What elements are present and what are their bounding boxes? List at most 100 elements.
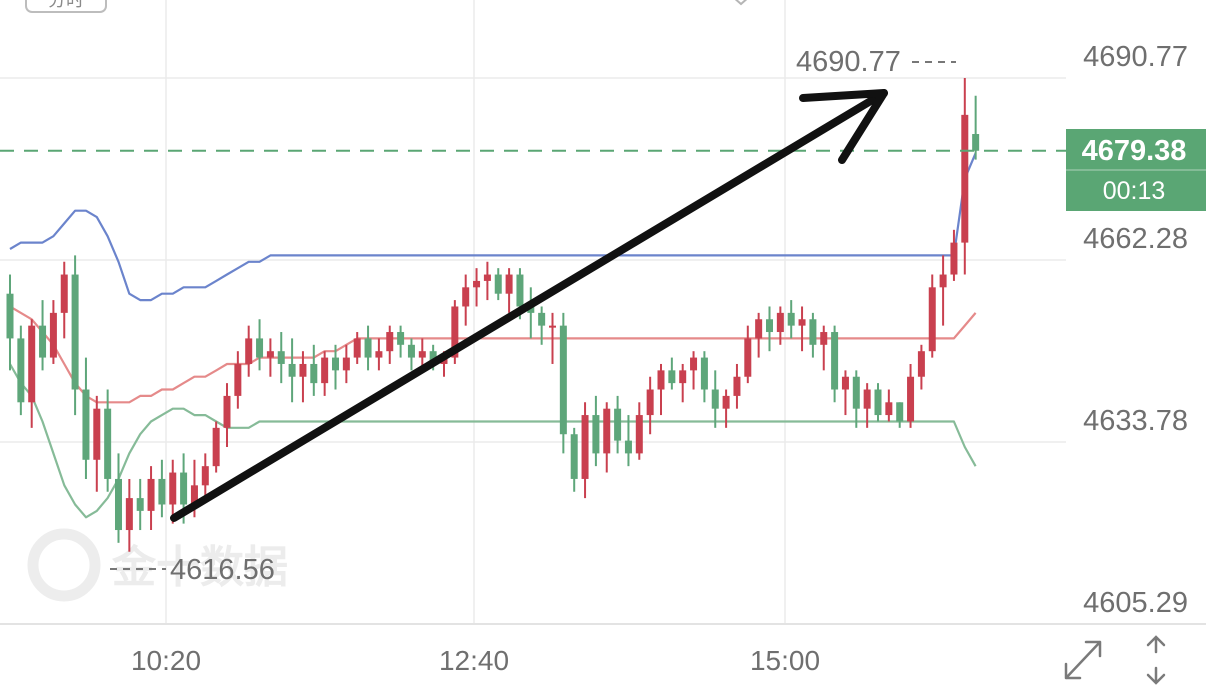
candle bbox=[690, 351, 698, 390]
candle bbox=[17, 325, 25, 416]
candle-body bbox=[570, 434, 578, 479]
candle-body bbox=[71, 274, 79, 390]
candle bbox=[907, 363, 915, 428]
candle-body bbox=[776, 312, 784, 333]
candle-body bbox=[190, 485, 198, 505]
candle-body bbox=[549, 325, 556, 328]
candle bbox=[527, 287, 535, 339]
candle bbox=[364, 325, 372, 371]
candle-body bbox=[624, 440, 632, 454]
candle bbox=[559, 312, 567, 454]
candle-body bbox=[115, 478, 122, 531]
candle-body bbox=[310, 363, 318, 384]
candle bbox=[136, 478, 144, 531]
candle bbox=[223, 383, 231, 448]
candle bbox=[972, 95, 980, 160]
candle bbox=[332, 344, 339, 390]
current-price-label: 4679.38 bbox=[1082, 135, 1187, 167]
candle-body bbox=[299, 363, 307, 377]
candle bbox=[505, 268, 513, 313]
candle-body bbox=[6, 293, 14, 339]
y-tick-label: 4690.77 bbox=[1083, 41, 1188, 73]
candle-body bbox=[581, 415, 589, 479]
candle bbox=[494, 268, 502, 301]
candle bbox=[744, 325, 752, 384]
low-label: 4616.56 bbox=[170, 554, 275, 586]
candle bbox=[755, 312, 763, 358]
candle bbox=[679, 363, 687, 403]
candle bbox=[234, 351, 242, 409]
candle bbox=[266, 338, 274, 377]
y-tick-label: 4633.78 bbox=[1083, 405, 1188, 437]
price-axis: 4690.77 4662.28 4633.78 4605.29 bbox=[1083, 41, 1188, 619]
candle-body bbox=[332, 357, 339, 371]
candle bbox=[104, 389, 112, 492]
candle bbox=[6, 274, 14, 371]
candle-body bbox=[896, 402, 904, 422]
candle-body bbox=[158, 478, 166, 505]
candle bbox=[538, 306, 546, 345]
candle-body bbox=[917, 351, 925, 377]
candle bbox=[874, 383, 882, 422]
candle-body bbox=[342, 357, 350, 371]
candle-body bbox=[972, 134, 980, 151]
candle-body bbox=[961, 114, 969, 243]
candle bbox=[483, 261, 491, 301]
candle bbox=[549, 312, 556, 364]
period-tab[interactable]: 分时 bbox=[25, 0, 107, 13]
candle bbox=[831, 325, 839, 403]
candle-body bbox=[483, 274, 491, 281]
candle bbox=[386, 325, 394, 364]
time-axis: 10:20 12:40 15:00 bbox=[131, 645, 820, 676]
candle-body bbox=[831, 332, 839, 390]
candle-body bbox=[755, 319, 763, 339]
candle bbox=[603, 402, 611, 473]
trend-arrow-head bbox=[799, 89, 888, 164]
candle-body bbox=[473, 280, 481, 288]
candle bbox=[93, 395, 101, 492]
candle-body bbox=[201, 466, 209, 486]
candle bbox=[277, 332, 285, 384]
vertical-arrows-icon[interactable] bbox=[1146, 635, 1166, 685]
trend-arrow-annotation bbox=[170, 89, 888, 522]
candle bbox=[624, 415, 632, 467]
candle-body bbox=[256, 338, 264, 358]
candle-body bbox=[505, 274, 513, 294]
candle-body bbox=[494, 274, 502, 294]
candle-body bbox=[364, 338, 372, 358]
candle-body bbox=[397, 332, 405, 345]
lower-band-line bbox=[9, 363, 977, 519]
candle-body bbox=[820, 332, 828, 345]
candle-body bbox=[353, 338, 361, 358]
bollinger-bands bbox=[9, 152, 977, 519]
candle-body bbox=[538, 312, 546, 326]
candle bbox=[310, 344, 318, 396]
candle bbox=[39, 300, 47, 371]
candle bbox=[375, 338, 383, 371]
candle bbox=[321, 351, 329, 396]
candle-body bbox=[852, 376, 860, 409]
candle-body bbox=[125, 498, 133, 531]
candle-body bbox=[277, 351, 285, 364]
candle bbox=[28, 319, 36, 428]
candle-body bbox=[668, 370, 676, 384]
candle bbox=[776, 306, 784, 345]
x-tick-label: 12:40 bbox=[439, 645, 509, 676]
candle-body bbox=[863, 389, 871, 409]
candle-body bbox=[212, 427, 220, 467]
chevron-down-icon[interactable] bbox=[733, 0, 749, 6]
candle bbox=[473, 268, 481, 307]
high-label: 4690.77 bbox=[796, 46, 901, 78]
candle bbox=[766, 306, 773, 352]
expand-arrows-icon[interactable] bbox=[1064, 640, 1102, 680]
candle-body bbox=[462, 287, 470, 307]
candle-body bbox=[646, 389, 654, 416]
candle bbox=[863, 383, 871, 428]
candle bbox=[49, 300, 57, 364]
watermark: 金十数据 bbox=[27, 528, 288, 602]
candle-body bbox=[49, 312, 57, 358]
candle-body bbox=[245, 338, 253, 364]
candle bbox=[657, 363, 665, 416]
